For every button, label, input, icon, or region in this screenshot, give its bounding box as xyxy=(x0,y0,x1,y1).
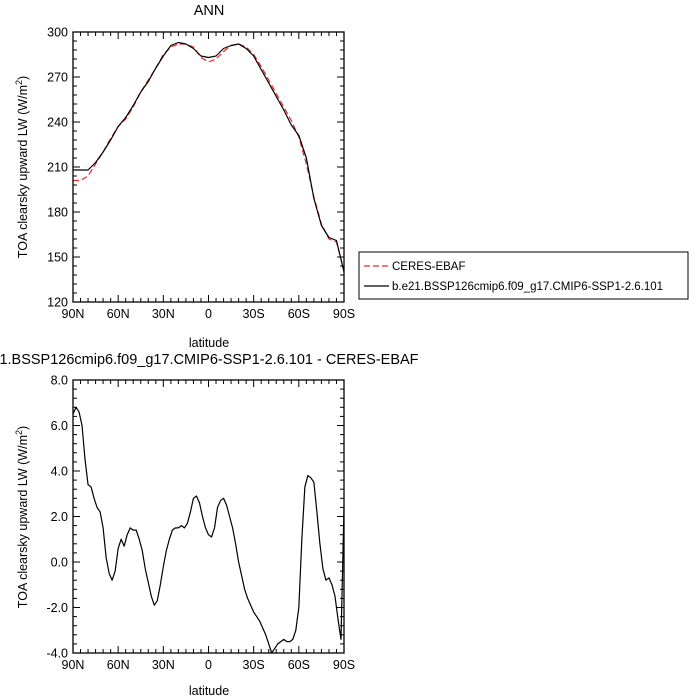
bottom-x-tick-label: 60S xyxy=(288,658,310,672)
bottom-x-tick-label: 60N xyxy=(107,658,130,672)
top-line-chart: ANN TOA clearsky upward LW (W/m2) latitu… xyxy=(14,3,689,350)
bottom-y-tick-label: 2.0 xyxy=(51,510,68,524)
top-y-tick-label: 120 xyxy=(47,296,68,310)
bottom-x-tick-label: 0 xyxy=(205,658,212,672)
bottom-x-tick-label: 90S xyxy=(333,658,355,672)
top-y-tick-label: 210 xyxy=(47,161,68,175)
bottom-x-tick-label: 90N xyxy=(62,658,85,672)
bottom-x-tick-label: 30N xyxy=(152,658,175,672)
top-plot-frame xyxy=(72,31,345,303)
bottom-series-line-0 xyxy=(72,406,345,654)
bottom-y-tick-label: 0.0 xyxy=(51,556,68,570)
bottom-y-tick-label: 6.0 xyxy=(51,419,68,433)
bottom-plot-frame xyxy=(72,379,345,654)
bottom-y-tick-label: -4.0 xyxy=(46,647,68,661)
legend-box xyxy=(358,251,689,300)
bottom-series-lines xyxy=(72,406,345,654)
top-axis-ticks: 90N 60N 30N 0 30S 60S 90S 120 150 180 210 240 270 300 xyxy=(47,26,355,322)
top-y-tick-label: 150 xyxy=(47,251,68,265)
bottom-y-tick-label: 4.0 xyxy=(51,465,68,479)
bottom-x-tick-label: 30S xyxy=(243,658,265,672)
top-x-tick-label: 90S xyxy=(333,307,355,321)
legend-label-model: b.e21.BSSP126cmip6.f09_g17.CMIP6-SSP1-2.… xyxy=(392,281,663,293)
bottom-chart-title: 1.BSSP126cmip6.f09_g17.CMIP6-SSP1-2.6.10… xyxy=(0,352,419,368)
top-x-tick-label: 60S xyxy=(288,307,310,321)
top-y-tick-label: 240 xyxy=(47,116,68,130)
top-x-tick-label: 30S xyxy=(243,307,265,321)
top-chart-title: ANN xyxy=(194,3,225,19)
top-y-tick-label: 180 xyxy=(47,206,68,220)
top-series-lines xyxy=(73,41,345,273)
top-series-line-1 xyxy=(73,41,345,273)
top-x-tick-label: 0 xyxy=(205,307,212,321)
bottom-y-tick-label: 8.0 xyxy=(51,374,68,388)
top-x-tick-label: 60N xyxy=(107,307,130,321)
bottom-difference-chart: 1.BSSP126cmip6.f09_g17.CMIP6-SSP1-2.6.10… xyxy=(0,352,419,698)
top-y-tick-label: 270 xyxy=(47,71,68,85)
top-x-tick-label: 30N xyxy=(152,307,175,321)
bottom-y-tick-label: -2.0 xyxy=(46,601,68,615)
bottom-x-axis-label: latitude xyxy=(189,684,229,698)
bottom-y-axis-label: TOA clearsky upward LW (W/m2) xyxy=(14,426,30,608)
top-y-axis-label: TOA clearsky upward LW (W/m2) xyxy=(14,76,30,258)
legend: CERES-EBAF b.e21.BSSP126cmip6.f09_g17.CM… xyxy=(358,251,689,300)
top-x-tick-label: 90N xyxy=(62,307,85,321)
top-x-axis-label: latitude xyxy=(189,336,229,350)
top-series-line-0 xyxy=(73,43,345,271)
top-y-tick-label: 300 xyxy=(47,26,68,40)
bottom-axis-ticks: 90N 60N 30N 0 30S 60S 90S -4.0 -2.0 0.0 2.0 4.0 6.0 8… xyxy=(46,374,355,673)
legend-label-ceres-ebaf: CERES-EBAF xyxy=(392,261,466,273)
